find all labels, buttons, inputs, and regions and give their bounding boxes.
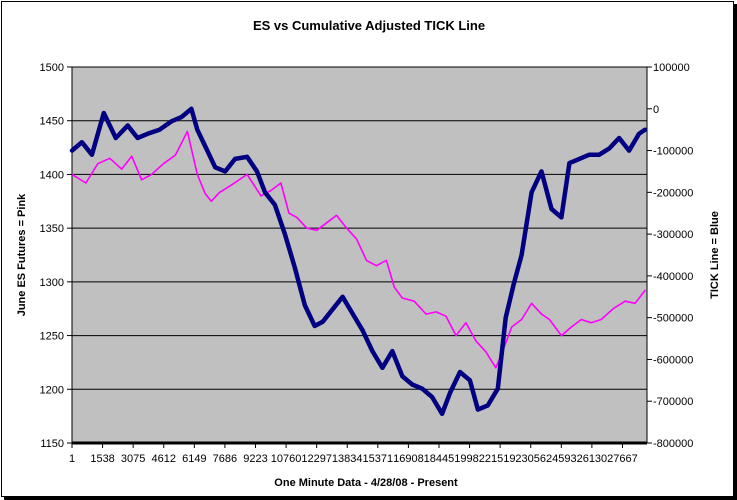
x-tick-label: 16908: [393, 453, 424, 465]
x-axis-ticks: 1 1538 3075 4612 6149 7686 9223 10760 12297 13834…: [69, 443, 638, 465]
y-left-tick-label: 1500: [40, 62, 64, 74]
plot-area: [71, 66, 648, 444]
y-left-tick-label: 1350: [40, 223, 64, 235]
x-tick-label: 7686: [213, 453, 237, 465]
x-tick-label: 27667: [607, 453, 638, 465]
tick-line-series-line: [69, 106, 648, 417]
x-tick-label: 19982: [454, 453, 485, 465]
x-tick-label: 23056: [515, 453, 546, 465]
y-right-tick-label: -500000: [653, 313, 693, 325]
y-right-tick-label: 0: [653, 104, 659, 116]
x-tick-label: 24593: [546, 453, 577, 465]
x-tick-label: 15371: [363, 453, 394, 465]
chart-title: ES vs Cumulative Adjusted TICK Line: [253, 18, 485, 33]
y-left-tick-label: 1300: [40, 277, 64, 289]
series-layer: [69, 106, 648, 417]
y-left-tick-label: 1200: [40, 384, 64, 396]
es-futures-series-line: [71, 130, 646, 369]
y-right-tick-label: -800000: [653, 438, 693, 450]
x-tick-label: 12297: [301, 453, 332, 465]
x-axis-label: One Minute Data - 4/28/08 - Present: [274, 477, 458, 489]
y-right-tick-label: -600000: [653, 354, 693, 366]
y-axis-right-ticks: 100000 0 -100000 -200000 -300000 -400000 -5000…: [647, 62, 693, 450]
y-right-tick-label: -100000: [653, 146, 693, 158]
x-tick-label: 9223: [243, 453, 267, 465]
x-tick-label: 21519: [485, 453, 516, 465]
x-tick-label: 10760: [271, 453, 302, 465]
y-left-tick-label: 1250: [40, 331, 64, 343]
x-tick-label: 6149: [182, 453, 206, 465]
x-tick-label: 26130: [577, 453, 608, 465]
y-right-tick-label: -300000: [653, 229, 693, 241]
y-right-tick-label: -700000: [653, 396, 693, 408]
y-left-tick-label: 1400: [40, 169, 64, 181]
x-tick-label: 18445: [424, 453, 455, 465]
x-tick-label: 13834: [332, 453, 363, 465]
x-tick-label: 4612: [152, 453, 176, 465]
y-left-tick-label: 1450: [40, 116, 64, 128]
x-tick-label: 1538: [90, 453, 114, 465]
gridlines: [72, 120, 647, 390]
y-axis-right-label: TICK Line = Blue: [709, 211, 721, 299]
y-axis-left-label: June ES Futures = Pink: [16, 193, 28, 316]
y-right-tick-label: -400000: [653, 271, 693, 283]
y-left-tick-label: 1150: [40, 438, 64, 450]
y-right-tick-label: -200000: [653, 187, 693, 199]
y-axis-left-ticks: 1500 1450 1400 1350 1300 1250 1200 1150: [40, 62, 72, 450]
x-tick-label: 3075: [121, 453, 145, 465]
y-right-tick-label: 100000: [653, 62, 690, 74]
x-tick-label: 1: [69, 453, 75, 465]
